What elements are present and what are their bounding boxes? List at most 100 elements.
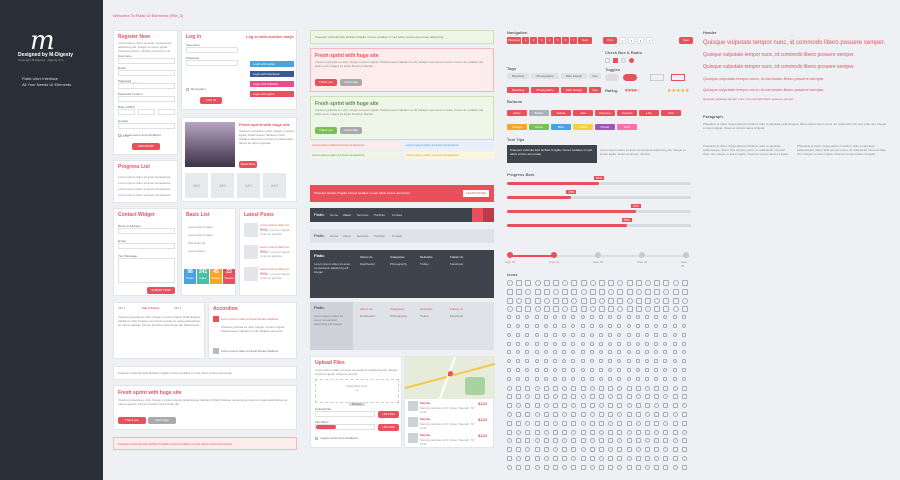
ui-button[interactable]: Cart xyxy=(661,110,681,116)
glyph-icon[interactable] xyxy=(645,438,650,444)
accordion-item-1[interactable]: Lorem ipsum dolor sit amet Donec dapibus xyxy=(221,317,279,321)
glyph-icon[interactable] xyxy=(553,394,558,400)
glyph-icon[interactable] xyxy=(580,456,586,461)
glyph-icon[interactable] xyxy=(562,464,568,470)
ui-button[interactable]: Yellow xyxy=(573,124,593,130)
glyph-icon[interactable] xyxy=(534,280,541,286)
glyph-icon[interactable] xyxy=(534,350,539,355)
glyph-icon[interactable] xyxy=(553,385,558,391)
glyph-icon[interactable] xyxy=(580,350,585,355)
glyph-icon[interactable] xyxy=(543,332,548,337)
glyph-icon[interactable] xyxy=(571,359,576,364)
mega1-a3[interactable]: Twitter xyxy=(420,262,429,266)
location-item[interactable]: Mayfair Sample address 123, Street, Bande… xyxy=(408,401,492,415)
ui-button[interactable]: Favorite xyxy=(617,110,637,116)
glyph-icon[interactable] xyxy=(635,376,640,381)
glyph-icon[interactable] xyxy=(543,394,549,400)
glyph-icon[interactable] xyxy=(580,306,587,313)
glyph-icon[interactable] xyxy=(516,376,521,381)
glyph-icon[interactable] xyxy=(645,429,650,435)
glyph-icon[interactable] xyxy=(681,368,686,372)
glyph-icon[interactable] xyxy=(681,324,686,328)
glyph-icon[interactable] xyxy=(663,324,668,328)
glyph-icon[interactable] xyxy=(681,315,686,320)
glyph-icon[interactable] xyxy=(599,464,604,470)
stepper-dot[interactable] xyxy=(595,252,601,258)
glyph-icon[interactable] xyxy=(562,288,569,295)
glyph-icon[interactable] xyxy=(608,341,613,346)
glyph-icon[interactable] xyxy=(507,412,512,417)
glyph-icon[interactable] xyxy=(589,429,595,435)
gender-select[interactable]: Select xyxy=(118,123,175,138)
ui-button[interactable]: Add xyxy=(573,110,593,116)
glyph-icon[interactable] xyxy=(599,280,605,286)
glyph-icon[interactable] xyxy=(534,385,540,391)
glyph-icon[interactable] xyxy=(516,429,522,435)
glyph-icon[interactable] xyxy=(681,456,687,461)
glyph-icon[interactable] xyxy=(654,376,659,381)
glyph-icon[interactable] xyxy=(681,376,686,381)
glyph-icon[interactable] xyxy=(553,412,558,417)
glyph-icon[interactable] xyxy=(589,456,595,461)
dribbble-login-button[interactable]: Login with dribbble xyxy=(250,81,294,87)
glyph-icon[interactable] xyxy=(617,394,623,400)
stepper-slider[interactable]: Step 01 Step 02 Step 03 Step 04 Step 05 xyxy=(505,252,691,268)
glyph-icon[interactable] xyxy=(553,280,559,286)
glyph-icon[interactable] xyxy=(553,324,557,328)
glyph-icon[interactable] xyxy=(626,438,632,444)
glyph-icon[interactable] xyxy=(617,350,622,355)
glyph-icon[interactable] xyxy=(599,288,605,295)
remember-checkbox[interactable] xyxy=(186,88,189,91)
ui-button[interactable]: Like xyxy=(639,110,659,116)
glyph-icon[interactable] xyxy=(608,315,613,320)
glyph-icon[interactable] xyxy=(617,332,622,337)
glyph-icon[interactable] xyxy=(663,438,669,444)
glyph-icon[interactable] xyxy=(654,315,659,320)
glyph-icon[interactable] xyxy=(534,315,539,320)
glyph-icon[interactable] xyxy=(608,403,614,409)
glyph-icon[interactable] xyxy=(626,297,633,304)
glyph-icon[interactable] xyxy=(562,280,569,286)
glyph-icon[interactable] xyxy=(681,403,687,409)
glyph-icon[interactable] xyxy=(543,280,550,286)
glyph-icon[interactable] xyxy=(599,447,604,453)
glyph-icon[interactable] xyxy=(617,288,624,295)
location-item[interactable]: Mayfair Sample address 123, Street, Bande… xyxy=(408,433,492,447)
glyph-icon[interactable] xyxy=(626,280,633,286)
green-post-add-button[interactable]: Add today xyxy=(340,127,362,134)
mega1-a2[interactable]: Photography xyxy=(390,262,408,266)
navbar-dark-gplus-icon[interactable] xyxy=(483,208,494,222)
glyph-icon[interactable] xyxy=(672,280,679,286)
glyph-icon[interactable] xyxy=(599,341,603,346)
glyph-icon[interactable] xyxy=(571,288,578,295)
glyph-icon[interactable] xyxy=(543,456,549,461)
glyph-icon[interactable] xyxy=(543,429,549,435)
glyph-icon[interactable] xyxy=(562,341,567,346)
glyph-icon[interactable] xyxy=(507,315,511,320)
glyph-icon[interactable] xyxy=(534,332,539,337)
glyph-icon[interactable] xyxy=(599,403,604,409)
checkbox-2[interactable] xyxy=(613,58,618,63)
glyph-icon[interactable] xyxy=(672,403,678,409)
glyph-icon[interactable] xyxy=(663,394,669,400)
glyph-icon[interactable] xyxy=(525,385,531,391)
glyph-icon[interactable] xyxy=(580,332,585,337)
glyph-icon[interactable] xyxy=(663,341,668,346)
tag-item[interactable]: Photography xyxy=(531,73,559,79)
glyph-icon[interactable] xyxy=(562,376,567,381)
glyph-icon[interactable] xyxy=(580,464,586,470)
glyph-icon[interactable] xyxy=(654,412,660,417)
email-field[interactable]: Email Address xyxy=(118,70,175,85)
glyph-icon[interactable] xyxy=(654,438,660,444)
glyph-icon[interactable] xyxy=(589,412,595,417)
register-button[interactable]: REGISTER xyxy=(132,143,160,150)
glyph-icon[interactable] xyxy=(553,359,557,364)
glyph-icon[interactable] xyxy=(562,412,568,417)
gplus-login-button[interactable]: Login with gplus xyxy=(250,91,294,97)
stepper-dot[interactable] xyxy=(551,252,557,258)
glyph-icon[interactable] xyxy=(507,385,512,391)
glyph-icon[interactable] xyxy=(507,420,512,426)
glyph-icon[interactable] xyxy=(663,464,669,470)
glyph-icon[interactable] xyxy=(516,403,522,409)
glyph-icon[interactable] xyxy=(654,420,660,426)
